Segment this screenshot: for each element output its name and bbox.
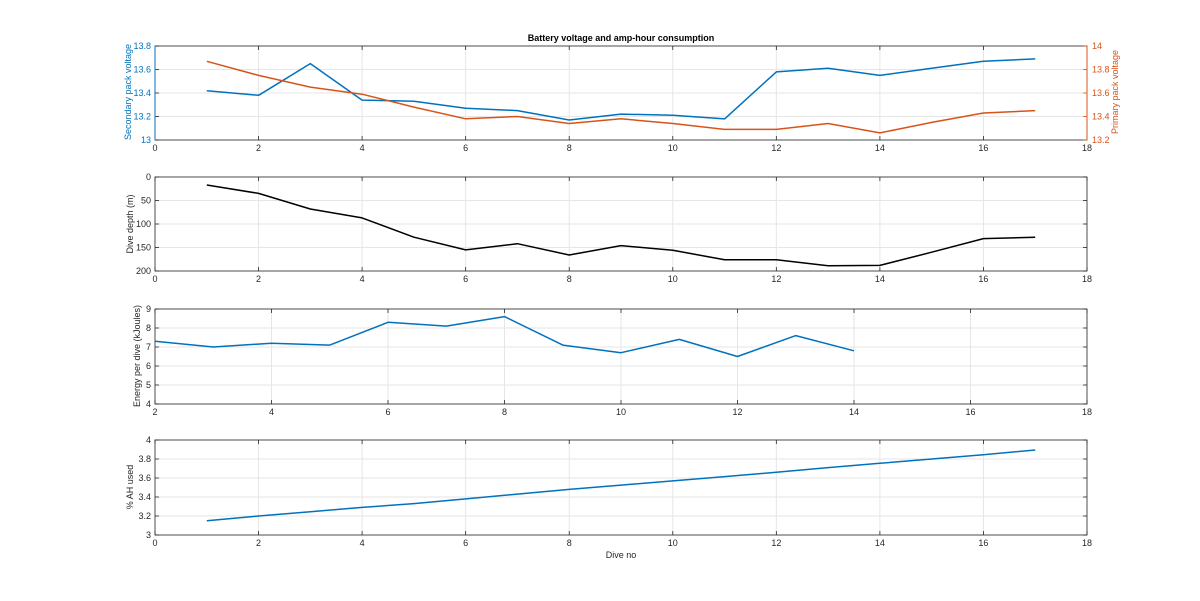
x-tick-label: 10 bbox=[668, 538, 678, 548]
x-tick-label: 18 bbox=[1082, 538, 1092, 548]
x-tick-label: 2 bbox=[256, 143, 261, 153]
y-tick-label: 100 bbox=[136, 219, 151, 229]
x-tick-label: 6 bbox=[463, 274, 468, 284]
series-line-0 bbox=[206, 184, 1036, 267]
y-tick-label: 5 bbox=[146, 380, 151, 390]
depth-axes: 0 2 4 6 8 10 12 14 16 18 0 50 100 150 200 bbox=[136, 172, 1092, 284]
y-tick-label: 7 bbox=[146, 342, 151, 352]
x-tick-label: 14 bbox=[875, 274, 885, 284]
x-tick-label: 16 bbox=[965, 407, 975, 417]
x-tick-label: 2 bbox=[256, 274, 261, 284]
x-tick-label: 8 bbox=[567, 143, 572, 153]
x-tick-label: 14 bbox=[849, 407, 859, 417]
axes-frame bbox=[154, 439, 1088, 536]
x-tick-label: 18 bbox=[1082, 143, 1092, 153]
chart-title: Battery voltage and amp-hour consumption bbox=[528, 33, 715, 43]
y-tick-label: 3.6 bbox=[138, 473, 151, 483]
y-tick-label: 9 bbox=[146, 304, 151, 314]
y-tick-label: 200 bbox=[136, 266, 151, 276]
y-axis-label-ah: % AH used bbox=[125, 465, 135, 510]
y-axis-label-left: Secondary pack voltage bbox=[123, 44, 133, 140]
x-tick-label: 8 bbox=[567, 274, 572, 284]
x-tick-label: 12 bbox=[771, 538, 781, 548]
y-tick-label-right: 13.2 bbox=[1092, 135, 1110, 145]
series-line-secondary bbox=[206, 58, 1036, 121]
x-tick-label: 18 bbox=[1082, 407, 1092, 417]
x-tick-label: 4 bbox=[360, 143, 365, 153]
x-tick-label: 12 bbox=[771, 274, 781, 284]
x-tick-label: 16 bbox=[978, 274, 988, 284]
y-tick-label: 0 bbox=[146, 172, 151, 182]
x-tick-label: 8 bbox=[567, 538, 572, 548]
y-tick-label-right: 13.6 bbox=[1092, 88, 1110, 98]
y-tick-label: 8 bbox=[146, 323, 151, 333]
x-tick-label: 16 bbox=[978, 143, 988, 153]
x-tick-label: 10 bbox=[616, 407, 626, 417]
y-tick-label: 13.8 bbox=[133, 41, 151, 51]
voltage-axes: 0 2 4 6 8 10 12 14 16 18 13 13.2 13.4 13.6 13.8 13.2 13.… bbox=[133, 41, 1109, 153]
x-tick-label: 2 bbox=[152, 407, 157, 417]
y-tick-label: 3.4 bbox=[138, 492, 151, 502]
y-tick-label-right: 13.4 bbox=[1092, 112, 1110, 122]
y-tick-label: 3.8 bbox=[138, 454, 151, 464]
x-tick-label: 6 bbox=[385, 407, 390, 417]
y-tick-label: 13.6 bbox=[133, 65, 151, 75]
series-line-0 bbox=[206, 449, 1036, 522]
ah-axes: 0 2 4 6 8 10 12 14 16 18 3 3.2 3.4 3.6 3.8 4 bbox=[138, 435, 1092, 548]
x-tick-label: 12 bbox=[771, 143, 781, 153]
y-axis-label-energy: Energy per dive (kJoules) bbox=[132, 305, 142, 407]
x-tick-label: 12 bbox=[732, 407, 742, 417]
y-tick-label: 50 bbox=[141, 196, 151, 206]
y-tick-label: 13 bbox=[141, 135, 151, 145]
x-tick-label: 0 bbox=[152, 538, 157, 548]
subplot-depth: 0 2 4 6 8 10 12 14 16 18 0 50 100 150 200 Dive depth (… bbox=[125, 172, 1092, 284]
x-tick-label: 0 bbox=[152, 143, 157, 153]
x-axis-label: Dive no bbox=[606, 550, 637, 560]
x-tick-label: 4 bbox=[360, 538, 365, 548]
x-tick-label: 16 bbox=[978, 538, 988, 548]
x-tick-label: 8 bbox=[502, 407, 507, 417]
x-tick-label: 0 bbox=[152, 274, 157, 284]
x-tick-label: 6 bbox=[463, 538, 468, 548]
x-tick-label: 6 bbox=[463, 143, 468, 153]
x-tick-label: 2 bbox=[256, 538, 261, 548]
y-tick-label: 4 bbox=[146, 399, 151, 409]
y-tick-label-right: 14 bbox=[1092, 41, 1102, 51]
y-tick-label: 13.4 bbox=[133, 88, 151, 98]
y-axis-label-depth: Dive depth (m) bbox=[125, 194, 135, 253]
y-tick-label: 150 bbox=[136, 243, 151, 253]
y-tick-label-right: 13.8 bbox=[1092, 65, 1110, 75]
y-tick-label: 4 bbox=[146, 435, 151, 445]
y-tick-label: 6 bbox=[146, 361, 151, 371]
x-tick-label: 4 bbox=[360, 274, 365, 284]
x-tick-label: 10 bbox=[668, 274, 678, 284]
x-tick-label: 10 bbox=[668, 143, 678, 153]
y-tick-label: 13.2 bbox=[133, 112, 151, 122]
y-tick-label: 3.2 bbox=[138, 511, 151, 521]
y-axis-label-right: Primary pack voltage bbox=[1110, 50, 1120, 134]
series-line-primary bbox=[206, 60, 1036, 134]
x-tick-label: 4 bbox=[269, 407, 274, 417]
x-tick-label: 14 bbox=[875, 143, 885, 153]
subplot-voltage: Battery voltage and amp-hour consumption… bbox=[123, 33, 1120, 153]
x-tick-label: 14 bbox=[875, 538, 885, 548]
y-tick-label: 3 bbox=[146, 530, 151, 540]
x-tick-label: 18 bbox=[1082, 274, 1092, 284]
